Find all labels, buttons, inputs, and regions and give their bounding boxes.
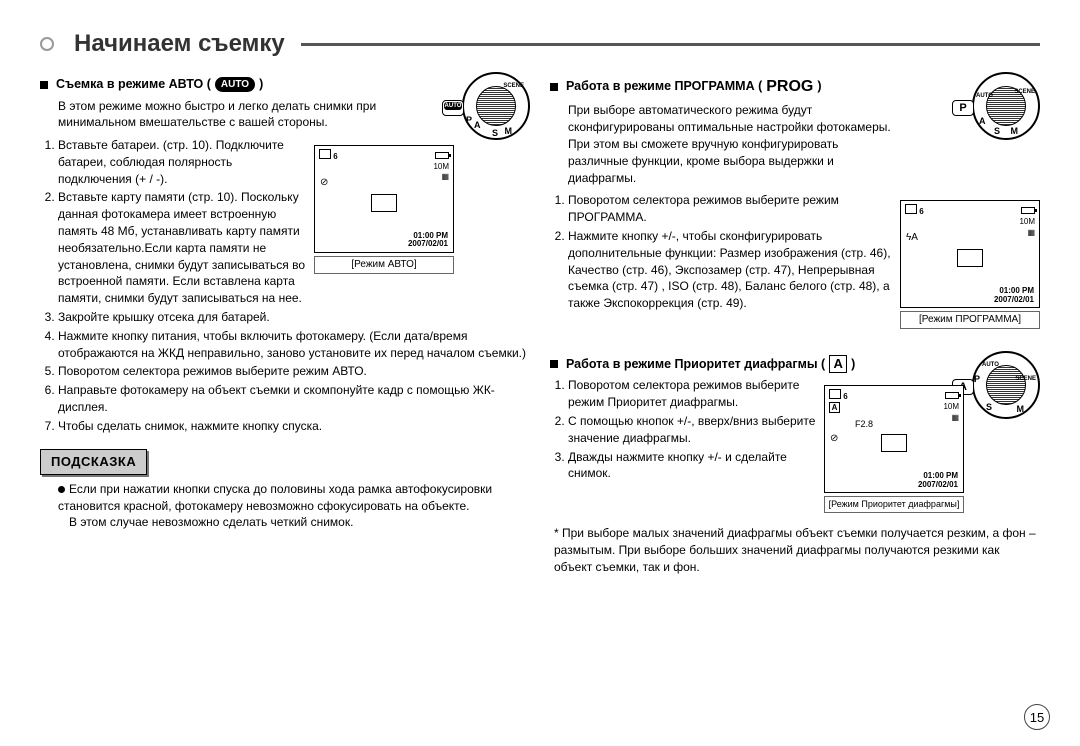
hint-line1: Если при нажатии кнопки спуска до полови… bbox=[58, 481, 530, 515]
lcd-aperture: 6 A 10M ▦ F2.8 ⊘ 01:00 PM 2007/02/01 bbox=[824, 385, 964, 493]
quality-icon: ▦ bbox=[943, 413, 959, 423]
auto-steps: Вставьте батареи. (стр. 10). Подключите … bbox=[58, 137, 530, 435]
auto-section-title: Съемка в режиме АВТО ( AUTO ) bbox=[40, 76, 454, 94]
lcd-caption-ap: [Режим Приоритет диафрагмы] bbox=[824, 496, 964, 513]
page-header: Начинаем съемку bbox=[40, 30, 1040, 58]
step-7: Чтобы сделать снимок, нажмите кнопку спу… bbox=[58, 418, 530, 435]
focus-frame bbox=[371, 194, 397, 212]
auto-badge: AUTO bbox=[215, 77, 255, 92]
lcd-caption-prog: [Режим ПРОГРАММА] bbox=[900, 311, 1040, 329]
quality-icon: ▦ bbox=[1019, 228, 1035, 238]
focus-frame bbox=[881, 434, 907, 452]
battery-icon bbox=[435, 152, 449, 159]
left-column: AUTO SCENE M S A P Съемка в режиме АВТО … bbox=[40, 76, 530, 575]
footnote: * При выборе малых значений диафрагмы об… bbox=[554, 525, 1040, 575]
battery-icon bbox=[945, 392, 959, 399]
prog-badge: PROG bbox=[766, 76, 813, 98]
step-4: Нажмите кнопку питания, чтобы включить ф… bbox=[58, 328, 530, 362]
quality-icon: ▦ bbox=[433, 172, 449, 182]
header-dot-icon bbox=[40, 37, 54, 51]
camera-icon bbox=[829, 389, 841, 399]
prog-intro: При выборе автоматического режима будут … bbox=[568, 102, 898, 186]
aperture-badge: A bbox=[829, 355, 847, 373]
dial-selected-p: P bbox=[953, 101, 973, 116]
hint-line2: В этом случае невозможно сделать четкий … bbox=[69, 514, 530, 531]
fvalue-label: F2.8 bbox=[855, 418, 873, 431]
step-3: Закройте крышку отсека для батарей. bbox=[58, 309, 530, 326]
flash-icon: ⊘ bbox=[830, 432, 838, 446]
mode-dial-prog: P AUTO SCENE M S A bbox=[972, 72, 1040, 140]
bullet-dot-icon bbox=[58, 486, 65, 493]
page-number: 15 bbox=[1024, 704, 1050, 730]
bullet-icon bbox=[550, 360, 558, 368]
bullet-icon bbox=[550, 83, 558, 91]
lcd-caption-auto: [Режим АВТО] bbox=[314, 256, 454, 274]
page-title: Начинаем съемку bbox=[66, 30, 293, 58]
prog-step-2: Нажмите кнопку +/-, чтобы сконфигурирова… bbox=[568, 228, 898, 312]
header-rule bbox=[301, 43, 1040, 46]
camera-icon bbox=[319, 149, 331, 159]
flash-auto-icon: ϟA bbox=[906, 231, 918, 245]
hint-label: ПОДСКАЗКА bbox=[40, 449, 147, 475]
camera-icon bbox=[905, 204, 917, 214]
bullet-icon bbox=[40, 81, 48, 89]
step-6: Направьте фотокамеру на объект съемки и … bbox=[58, 382, 530, 416]
step-5: Поворотом селектора режимов выберите реж… bbox=[58, 363, 530, 380]
prog-step-1: Поворотом селектора режимов выберите реж… bbox=[568, 192, 898, 226]
lcd-prog: 6 10M ▦ ϟA 01:00 PM 2007/02/01 bbox=[900, 200, 1040, 308]
flash-icon: ⊘ bbox=[320, 176, 328, 190]
mode-dial-aperture: A AUTO SCENE M S P bbox=[972, 351, 1040, 419]
lcd-auto: 6 10M ▦ ⊘ 01:00 PM 2007/02/01 bbox=[314, 145, 454, 253]
prog-steps: Поворотом селектора режимов выберите реж… bbox=[568, 192, 898, 312]
focus-frame bbox=[957, 249, 983, 267]
ap-section-title: Работа в режиме Приоритет диафрагмы ( A … bbox=[550, 355, 964, 373]
hint-box: ПОДСКАЗКА Если при нажатии кнопки спуска… bbox=[40, 449, 530, 532]
right-column: P AUTO SCENE M S A Работа в режиме ПРОГР… bbox=[550, 76, 1040, 575]
battery-icon bbox=[1021, 207, 1035, 214]
auto-intro: В этом режиме можно быстро и легко делат… bbox=[58, 98, 388, 132]
step-1: Вставьте батареи. (стр. 10). Подключите … bbox=[58, 137, 358, 187]
dial-selected-badge: AUTO bbox=[444, 102, 462, 110]
mode-a-icon: A bbox=[829, 402, 840, 413]
prog-section-title: Работа в режиме ПРОГРАММА ( PROG ) bbox=[550, 76, 964, 98]
mode-dial-auto: AUTO SCENE M S A P bbox=[462, 72, 530, 140]
